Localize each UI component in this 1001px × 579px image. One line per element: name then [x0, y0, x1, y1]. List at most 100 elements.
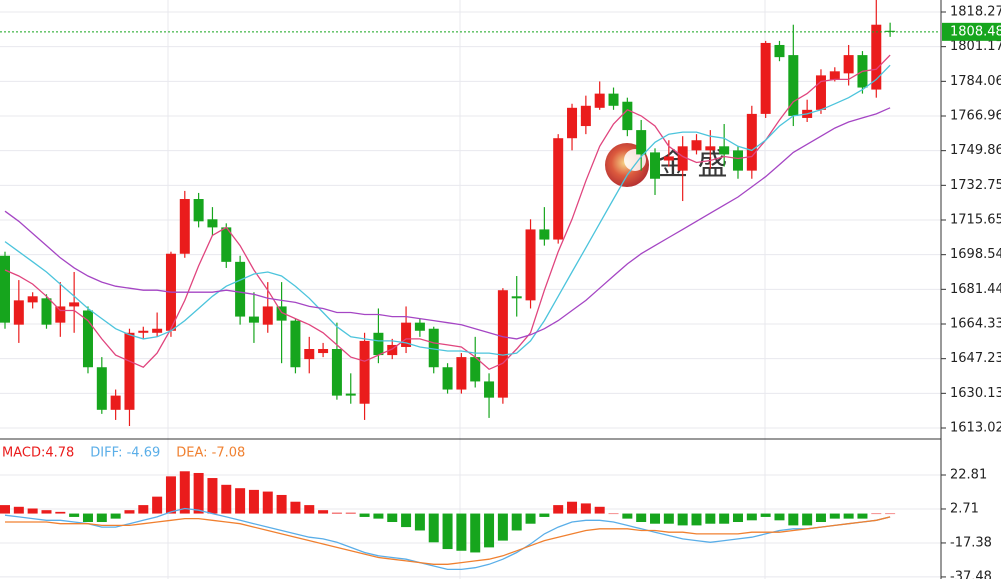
- macd-bar: [401, 513, 412, 528]
- candle-body: [138, 330, 149, 333]
- indicator-line: [4, 507, 891, 571]
- macd-bar: [124, 510, 135, 514]
- macd-bar: [290, 501, 301, 514]
- candle-body: [248, 316, 259, 323]
- candle-body: [304, 349, 315, 360]
- watermark-logo-inner: [624, 149, 646, 171]
- macd-bar: [82, 513, 93, 523]
- y-tick-label: -37.48: [950, 569, 992, 579]
- candle-body: [774, 44, 785, 58]
- candle-body: [96, 367, 107, 410]
- watermark-text: 金 盛: [658, 148, 728, 183]
- macd-bar: [318, 510, 329, 514]
- candle-body: [732, 150, 743, 171]
- candle-body: [207, 219, 218, 228]
- legend-label: DIFF: -4.69: [90, 446, 160, 461]
- macd-bar: [594, 506, 605, 514]
- y-tick-label: 1715.65: [950, 212, 1001, 227]
- macd-bar: [470, 513, 481, 553]
- candle-body: [484, 381, 495, 398]
- price-pane: [0, 0, 940, 427]
- macd-bar: [262, 491, 273, 514]
- grid-layer: [0, 0, 940, 579]
- candle-body: [221, 227, 232, 262]
- candle-body: [331, 349, 342, 396]
- candle-body: [318, 349, 329, 354]
- candle-body: [829, 71, 840, 80]
- macd-bar: [13, 506, 24, 514]
- macd-bar: [428, 513, 439, 543]
- macd-bar: [746, 513, 757, 521]
- macd-bar: [580, 503, 591, 514]
- macd-bar: [345, 512, 356, 514]
- macd-bar: [885, 513, 896, 515]
- candle-body: [401, 322, 412, 347]
- candle-body: [27, 296, 38, 303]
- macd-bar: [138, 505, 149, 514]
- macd-bar: [650, 513, 661, 524]
- macd-bar: [207, 478, 218, 514]
- macd-bar: [788, 513, 799, 526]
- macd-bar: [511, 513, 522, 531]
- y-tick-label: 1732.75: [950, 178, 1001, 193]
- candle-body: [82, 310, 93, 368]
- y-tick-label: 1818.27: [950, 4, 1001, 19]
- candle-body: [456, 357, 467, 390]
- candle-body: [193, 199, 204, 222]
- macd-bar: [55, 511, 66, 514]
- macd-bar: [69, 513, 80, 517]
- candle-body: [0, 255, 10, 323]
- candle-body: [290, 320, 301, 368]
- candle-body: [359, 340, 370, 404]
- candle-body: [539, 229, 550, 240]
- candle-body: [124, 332, 135, 410]
- macd-bar: [636, 513, 647, 523]
- candle-body: [179, 199, 190, 254]
- candle-body: [580, 105, 591, 127]
- candle-body: [691, 140, 702, 151]
- candle-body: [636, 130, 647, 155]
- candle-body: [815, 75, 826, 110]
- candle-body: [387, 344, 398, 356]
- candle-body: [497, 290, 508, 398]
- y-tick-label: 1801.17: [950, 39, 1001, 54]
- candle-body: [470, 357, 481, 382]
- macd-bar: [815, 513, 826, 523]
- macd-bar: [719, 513, 730, 524]
- y-tick-label: 1681.44: [950, 282, 1001, 297]
- candle-body: [262, 306, 273, 325]
- macd-bar: [331, 512, 342, 514]
- macd-bar: [525, 513, 536, 524]
- candle-body: [567, 107, 578, 139]
- macd-bar: [553, 505, 564, 514]
- y-tick-label: 1613.02: [950, 421, 1001, 436]
- macd-bar: [705, 513, 716, 524]
- macd-bar: [677, 513, 688, 526]
- candle-body: [885, 30, 896, 32]
- candle-body: [719, 146, 730, 155]
- macd-bar: [41, 510, 52, 514]
- candle-body: [276, 306, 287, 321]
- candle-body: [69, 302, 80, 307]
- candle-body: [110, 395, 121, 410]
- macd-bar: [843, 513, 854, 519]
- y-tick-label: 1664.33: [950, 317, 1001, 332]
- macd-bar: [456, 513, 467, 551]
- y-tick-label: 1630.13: [950, 386, 1001, 401]
- y-tick-label: 1749.86: [950, 143, 1001, 158]
- macd-bar: [193, 472, 204, 514]
- macd-bar: [152, 496, 163, 514]
- y-tick-label: -17.38: [950, 535, 992, 550]
- candle-body: [553, 138, 564, 240]
- candle-body: [622, 101, 633, 131]
- macd-bar: [760, 513, 771, 517]
- macd-bar: [622, 513, 633, 519]
- macd-bar: [359, 513, 370, 517]
- indicator-line: [5, 516, 891, 565]
- candle-body: [428, 328, 439, 368]
- macd-bar: [829, 513, 840, 519]
- moving-average-line: [4, 54, 891, 371]
- candle-body: [373, 332, 384, 356]
